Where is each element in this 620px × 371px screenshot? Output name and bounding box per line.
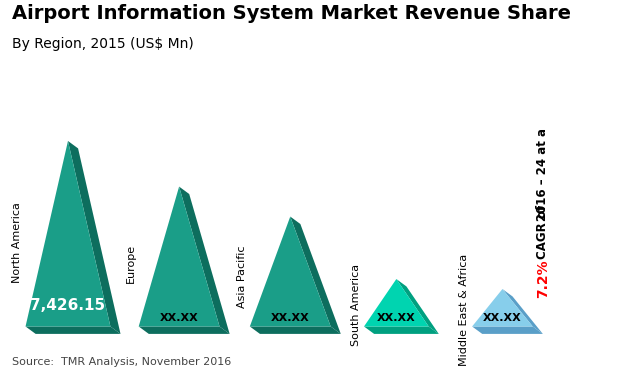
Text: Europe: Europe (126, 244, 136, 283)
Text: XX.XX: XX.XX (271, 313, 309, 323)
Text: XX.XX: XX.XX (377, 313, 416, 323)
Text: 2016 – 24 at a: 2016 – 24 at a (536, 128, 549, 221)
Polygon shape (472, 289, 533, 326)
Polygon shape (25, 141, 110, 326)
Text: 7.2%: 7.2% (536, 259, 550, 298)
Polygon shape (250, 326, 341, 334)
Polygon shape (139, 187, 219, 326)
Text: XX.XX: XX.XX (160, 313, 198, 323)
Text: XX.XX: XX.XX (483, 313, 522, 323)
Polygon shape (364, 326, 439, 334)
Polygon shape (472, 326, 543, 334)
Text: Middle East & Africa: Middle East & Africa (459, 253, 469, 366)
Text: South America: South America (351, 264, 361, 346)
Text: Source:  TMR Analysis, November 2016: Source: TMR Analysis, November 2016 (12, 357, 232, 367)
Polygon shape (250, 217, 330, 326)
Text: By Region, 2015 (US$ Mn): By Region, 2015 (US$ Mn) (12, 37, 194, 51)
Text: Airport Information System Market Revenue Share: Airport Information System Market Revenu… (12, 4, 572, 23)
Text: Asia Pacific: Asia Pacific (237, 246, 247, 308)
Polygon shape (502, 289, 543, 334)
Polygon shape (396, 279, 439, 334)
Polygon shape (139, 326, 229, 334)
Text: CAGR of: CAGR of (536, 201, 549, 259)
Text: North America: North America (12, 203, 22, 283)
Polygon shape (68, 141, 120, 334)
Text: 7,426.15: 7,426.15 (30, 299, 105, 313)
Polygon shape (179, 187, 229, 334)
Polygon shape (290, 217, 341, 334)
Polygon shape (25, 326, 120, 334)
Polygon shape (364, 279, 428, 326)
